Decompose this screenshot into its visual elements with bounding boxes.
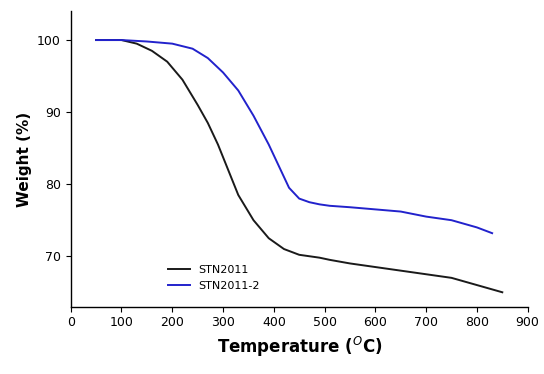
STN2011-2 [144,39,150,44]
Legend: STN2011, STN2011-2: STN2011, STN2011-2 [163,261,264,295]
STN2011 [250,218,257,223]
STN2011 [398,269,404,273]
STN2011 [474,283,480,287]
STN2011 [179,77,186,82]
STN2011-2 [205,56,211,60]
STN2011 [372,265,379,269]
STN2011-2 [296,196,302,201]
STN2011-2 [372,207,379,212]
STN2011-2 [235,88,242,93]
STN2011 [306,254,313,258]
STN2011-2 [276,164,282,168]
STN2011-2 [220,70,226,75]
STN2011 [225,168,231,172]
STN2011 [205,121,211,125]
Y-axis label: Weight (%): Weight (%) [16,111,32,206]
STN2011-2 [286,186,292,190]
STN2011 [133,42,140,46]
STN2011 [194,102,201,107]
STN2011-2 [448,218,455,223]
STN2011-2 [169,42,176,46]
STN2011 [423,272,429,276]
Line: STN2011-2: STN2011-2 [96,40,492,233]
STN2011-2 [489,231,496,235]
STN2011 [265,236,272,240]
STN2011 [215,142,221,147]
STN2011 [347,261,353,266]
STN2011-2 [423,214,429,219]
STN2011 [93,38,100,42]
STN2011 [281,247,287,251]
STN2011 [316,255,323,260]
STN2011-2 [118,38,125,42]
STN2011 [118,38,125,42]
STN2011 [326,258,333,262]
STN2011 [235,193,242,197]
STN2011-2 [306,200,313,205]
STN2011-2 [316,202,323,206]
STN2011 [296,252,302,257]
STN2011-2 [189,46,196,51]
STN2011 [499,290,505,294]
Line: STN2011: STN2011 [96,40,502,292]
STN2011 [149,49,155,53]
STN2011-2 [398,209,404,214]
STN2011-2 [265,142,272,147]
STN2011-2 [93,38,100,42]
STN2011-2 [347,205,353,209]
X-axis label: Temperature ($^O$C): Temperature ($^O$C) [217,335,382,359]
STN2011-2 [250,113,257,118]
STN2011-2 [474,225,480,230]
STN2011 [448,276,455,280]
STN2011-2 [326,203,333,208]
STN2011 [164,59,170,64]
